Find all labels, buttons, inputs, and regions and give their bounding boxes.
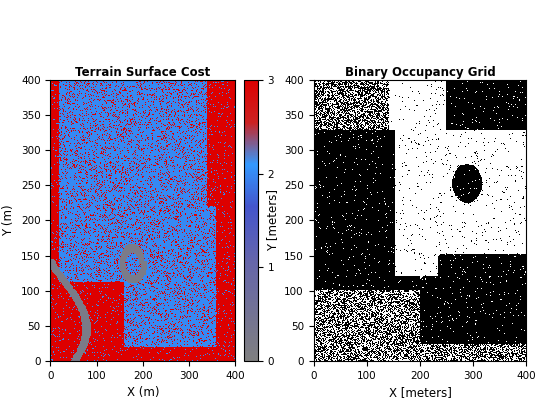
Y-axis label: Y [meters]: Y [meters]	[265, 189, 278, 252]
X-axis label: X (m): X (m)	[127, 386, 159, 399]
Title: Terrain Surface Cost: Terrain Surface Cost	[75, 66, 211, 79]
Y-axis label: Y (m): Y (m)	[2, 205, 15, 236]
Title: Binary Occupancy Grid: Binary Occupancy Grid	[344, 66, 496, 79]
X-axis label: X [meters]: X [meters]	[389, 386, 451, 399]
